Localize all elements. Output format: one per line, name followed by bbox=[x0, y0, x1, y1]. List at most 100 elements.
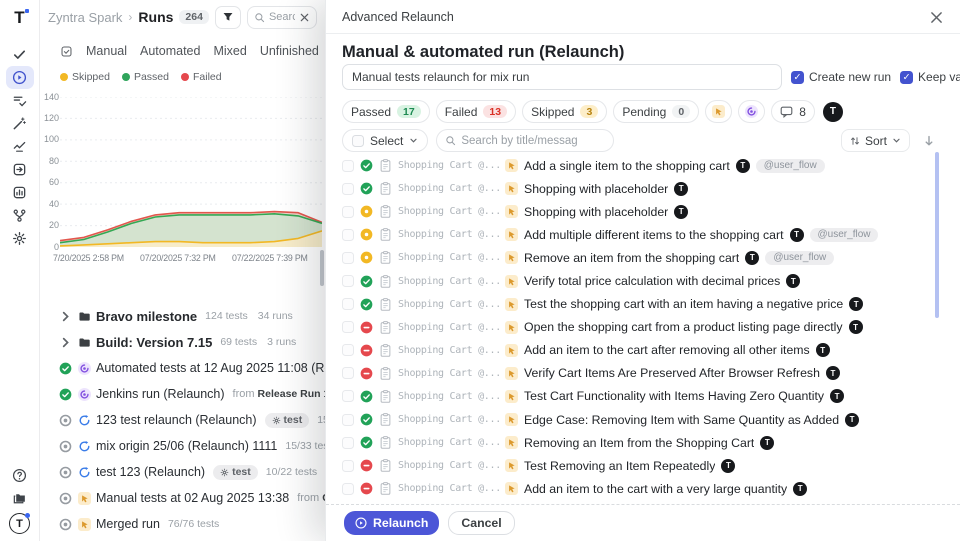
run-list-item[interactable]: 123 test relaunch (Relaunch) test 15/23 … bbox=[40, 407, 325, 433]
run-title[interactable]: Merged run bbox=[96, 517, 160, 531]
nav-reports-icon[interactable] bbox=[6, 181, 34, 204]
test-row[interactable]: Shopping Cart @... Shopping with placeho… bbox=[342, 177, 930, 200]
nav-help-icon[interactable] bbox=[6, 464, 34, 487]
test-row[interactable]: Shopping Cart @... Open the shopping car… bbox=[342, 316, 930, 339]
automated-filter-chip[interactable] bbox=[738, 100, 765, 123]
row-checkbox[interactable] bbox=[342, 344, 354, 356]
run-list-item[interactable]: test 123 (Relaunch) test 10/22 tests bbox=[40, 459, 325, 485]
bulk-select-icon[interactable] bbox=[60, 45, 73, 58]
status-chip-skipped[interactable]: Skipped3 bbox=[522, 100, 607, 123]
test-row[interactable]: Shopping Cart @... Remove an item from t… bbox=[342, 246, 930, 269]
test-row[interactable]: Shopping Cart @... Shopping with placeho… bbox=[342, 200, 930, 223]
expand-chevron-icon[interactable] bbox=[58, 309, 72, 323]
test-row[interactable]: Shopping Cart @... Test the shopping car… bbox=[342, 293, 930, 316]
nav-export-icon[interactable] bbox=[6, 158, 34, 181]
row-checkbox[interactable] bbox=[342, 206, 354, 218]
test-row[interactable]: Shopping Cart @... Removing an Item from… bbox=[342, 431, 930, 454]
test-title[interactable]: Add an item to the cart after removing a… bbox=[524, 343, 810, 357]
expand-chevron-icon[interactable] bbox=[58, 335, 72, 349]
row-checkbox[interactable] bbox=[342, 298, 354, 310]
run-title[interactable]: Bravo milestone bbox=[96, 309, 197, 324]
status-chip-passed[interactable]: Passed17 bbox=[342, 100, 430, 123]
tab-automated[interactable]: Automated bbox=[140, 44, 200, 58]
select-dropdown[interactable]: Select bbox=[342, 129, 428, 152]
row-checkbox[interactable] bbox=[342, 183, 354, 195]
cancel-button[interactable]: Cancel bbox=[448, 511, 514, 535]
run-list-item[interactable]: Bravo milestone 124 tests 34 runs bbox=[40, 303, 325, 329]
tests-search-input[interactable] bbox=[436, 129, 614, 152]
test-title[interactable]: Test Cart Functionality with Items Havin… bbox=[524, 389, 824, 403]
row-checkbox[interactable] bbox=[342, 414, 354, 426]
run-title[interactable]: Manual tests at 02 Aug 2025 13:38 bbox=[96, 491, 289, 505]
row-checkbox[interactable] bbox=[342, 390, 354, 402]
run-list-item[interactable]: Merged run 76/76 tests bbox=[40, 511, 325, 537]
tab-mixed[interactable]: Mixed bbox=[213, 44, 246, 58]
status-chip-failed[interactable]: Failed13 bbox=[436, 100, 516, 123]
search-input[interactable]: Search [C bbox=[247, 6, 317, 29]
run-title[interactable]: test 123 (Relaunch) bbox=[96, 465, 205, 479]
tab-unfinished[interactable]: Unfinished bbox=[260, 44, 319, 58]
run-list-item[interactable]: Automated tests at 12 Aug 2025 11:08 (Re… bbox=[40, 355, 325, 381]
row-checkbox[interactable] bbox=[342, 321, 354, 333]
nav-flaky-icon[interactable] bbox=[6, 135, 34, 158]
run-list-item[interactable]: Build: Version 7.15 69 tests 3 runs bbox=[40, 329, 325, 355]
status-chip-pending[interactable]: Pending0 bbox=[613, 100, 699, 123]
test-row[interactable]: Shopping Cart @... Test Removing an Item… bbox=[342, 454, 930, 477]
tests-search-field[interactable] bbox=[461, 135, 605, 147]
nav-cases-icon[interactable] bbox=[6, 89, 34, 112]
comments-chip[interactable]: 8 bbox=[771, 100, 815, 123]
nav-projects-icon[interactable] bbox=[6, 487, 34, 510]
test-title[interactable]: Edge Case: Removing Item with Same Quant… bbox=[524, 413, 839, 427]
test-title[interactable]: Remove an item from the shopping cart bbox=[524, 251, 739, 265]
test-row[interactable]: Shopping Cart @... Add a single item to … bbox=[342, 154, 930, 177]
scroll-down-icon[interactable] bbox=[922, 134, 936, 148]
test-title[interactable]: Add a single item to the shopping cart bbox=[524, 159, 730, 173]
panel-scrollbar[interactable] bbox=[320, 250, 324, 286]
run-list-item[interactable]: mix origin 25/06 (Relaunch) 1111 15/33 t… bbox=[40, 433, 325, 459]
test-row[interactable]: Shopping Cart @... Add multiple differen… bbox=[342, 223, 930, 246]
row-checkbox[interactable] bbox=[342, 160, 354, 172]
run-title[interactable]: mix origin 25/06 (Relaunch) 1111 bbox=[96, 439, 277, 453]
run-title[interactable]: Jenkins run (Relaunch) bbox=[96, 387, 225, 401]
keep-values-checkbox[interactable]: ✓ bbox=[900, 71, 913, 84]
assignee-filter-avatar[interactable]: T bbox=[823, 102, 843, 122]
row-checkbox[interactable] bbox=[342, 437, 354, 449]
filter-button[interactable] bbox=[215, 6, 241, 29]
test-row[interactable]: Shopping Cart @... Verify total price ca… bbox=[342, 269, 930, 292]
run-title[interactable]: Automated tests at 12 Aug 2025 11:08 (Re… bbox=[96, 361, 325, 375]
create-new-run-checkbox[interactable]: ✓ bbox=[791, 71, 804, 84]
test-title[interactable]: Test Removing an Item Repeatedly bbox=[524, 459, 715, 473]
manual-filter-chip[interactable] bbox=[705, 100, 732, 123]
run-list-item[interactable]: Manual tests at 02 Aug 2025 13:38 fromCu… bbox=[40, 485, 325, 511]
test-title[interactable]: Verify total price calculation with deci… bbox=[524, 274, 780, 288]
clear-search-icon[interactable] bbox=[299, 12, 310, 23]
close-icon[interactable] bbox=[929, 10, 944, 25]
test-title[interactable]: Shopping with placeholder bbox=[524, 205, 668, 219]
row-checkbox[interactable] bbox=[342, 229, 354, 241]
test-row[interactable]: Shopping Cart @... Verify Cart Items Are… bbox=[342, 362, 930, 385]
run-title[interactable]: 123 test relaunch (Relaunch) bbox=[96, 413, 257, 427]
row-checkbox[interactable] bbox=[342, 483, 354, 495]
nav-checks-icon[interactable] bbox=[6, 43, 34, 66]
nav-branches-icon[interactable] bbox=[6, 204, 34, 227]
test-title[interactable]: Add multiple different items to the shop… bbox=[524, 228, 784, 242]
test-title[interactable]: Open the shopping cart from a product li… bbox=[524, 320, 843, 334]
keep-values-option[interactable]: ✓ Keep values bbox=[900, 70, 960, 84]
nav-magic-icon[interactable] bbox=[6, 112, 34, 135]
test-row[interactable]: Shopping Cart @... Test Cart Functionali… bbox=[342, 385, 930, 408]
test-row[interactable]: Shopping Cart @... Add an item to the ca… bbox=[342, 477, 930, 500]
select-all-checkbox[interactable] bbox=[352, 135, 364, 147]
breadcrumb-project[interactable]: Zyntra Spark bbox=[48, 10, 122, 25]
test-title[interactable]: Verify Cart Items Are Preserved After Br… bbox=[524, 366, 820, 380]
app-logo[interactable]: T bbox=[14, 8, 24, 28]
create-new-run-option[interactable]: ✓ Create new run bbox=[791, 70, 891, 84]
row-checkbox[interactable] bbox=[342, 252, 354, 264]
run-name-input[interactable] bbox=[342, 64, 782, 90]
list-scrollbar[interactable] bbox=[935, 152, 940, 318]
test-title[interactable]: Add an item to the cart with a very larg… bbox=[524, 482, 787, 496]
row-checkbox[interactable] bbox=[342, 275, 354, 287]
user-avatar[interactable]: T bbox=[9, 513, 30, 534]
run-title[interactable]: Build: Version 7.15 bbox=[96, 335, 212, 350]
tab-manual[interactable]: Manual bbox=[86, 44, 127, 58]
relaunch-button[interactable]: Relaunch bbox=[344, 511, 439, 535]
